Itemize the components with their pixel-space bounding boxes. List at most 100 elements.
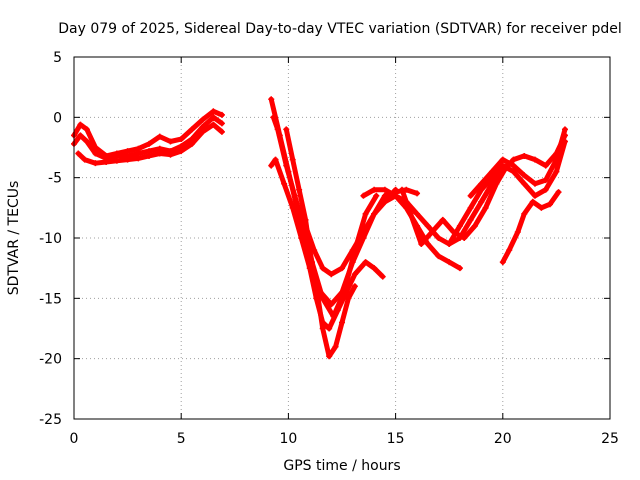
x-tick-label: 25: [601, 431, 619, 447]
x-tick-label: 5: [177, 431, 186, 447]
data-point: [456, 265, 463, 272]
data-point: [362, 210, 369, 217]
data-point: [439, 216, 446, 223]
data-point: [351, 283, 358, 290]
series-arc-d4: [499, 189, 562, 266]
data-point: [531, 156, 538, 163]
data-point: [555, 189, 562, 196]
data-point: [313, 295, 320, 302]
data-point: [300, 235, 307, 241]
data-point: [456, 222, 463, 229]
data-point: [113, 157, 120, 164]
y-tick-label: 5: [53, 50, 62, 66]
data-point: [167, 151, 174, 158]
data-point: [499, 162, 506, 169]
axis-ticks: 0 5 10 15 20 25 5 0 -5 -10 -15 -20 -25: [39, 50, 619, 447]
data-point: [351, 271, 358, 278]
data-point: [362, 259, 369, 266]
data-point: [542, 186, 549, 193]
data-point: [218, 120, 225, 127]
series-group: [71, 96, 568, 360]
data-point: [178, 136, 185, 143]
y-tick-label: -20: [39, 352, 62, 368]
data-point: [446, 241, 453, 248]
data-point: [510, 162, 517, 169]
data-point: [302, 222, 309, 229]
data-point: [210, 108, 217, 115]
data-point: [218, 128, 225, 135]
data-point: [135, 155, 142, 162]
x-tick-label: 10: [279, 431, 297, 447]
data-point: [92, 160, 99, 167]
data-point: [489, 174, 496, 181]
y-tick-label: -15: [39, 291, 62, 307]
data-point: [319, 265, 326, 272]
data-point: [514, 228, 521, 235]
data-point: [510, 168, 517, 175]
series-arc-b5: [302, 186, 421, 278]
data-point: [311, 247, 318, 254]
data-point: [296, 186, 303, 193]
data-point: [467, 204, 474, 211]
data-point: [446, 259, 453, 266]
data-point: [371, 265, 378, 272]
data-point: [276, 132, 283, 139]
data-point: [521, 210, 528, 217]
data-point: [461, 235, 468, 241]
data-point: [424, 241, 431, 248]
series-arc-b3: [283, 126, 358, 360]
data-point: [77, 121, 84, 128]
data-point: [521, 172, 528, 179]
series-arc-b2: [270, 114, 380, 320]
data-point: [531, 180, 538, 187]
data-point: [510, 156, 517, 163]
data-point: [334, 307, 341, 314]
data-point: [381, 198, 388, 205]
data-point: [302, 216, 309, 223]
data-point: [521, 180, 528, 187]
series-arc-a3: [75, 121, 225, 167]
data-point: [319, 325, 326, 332]
data-point: [199, 116, 206, 123]
data-point: [467, 216, 474, 223]
data-point: [467, 192, 474, 199]
data-point: [75, 150, 82, 157]
plot-frame: [73, 56, 611, 420]
y-tick-label: -10: [39, 231, 62, 247]
x-tick-label: 15: [387, 431, 405, 447]
data-point: [418, 241, 425, 248]
data-point: [83, 126, 90, 133]
data-point: [371, 186, 378, 193]
data-point: [435, 253, 442, 260]
data-point: [381, 192, 388, 199]
data-point: [542, 162, 549, 169]
data-point: [281, 180, 288, 187]
data-point: [103, 158, 110, 165]
series-arc-a1: [71, 108, 225, 159]
data-point: [268, 96, 275, 103]
data-point: [167, 138, 174, 145]
data-point: [489, 168, 496, 175]
data-point: [328, 271, 335, 278]
data-point: [561, 126, 568, 133]
data-point: [373, 192, 380, 199]
series-arc-d3: [478, 132, 568, 205]
data-point: [268, 162, 275, 169]
data-point: [272, 156, 279, 163]
data-point: [326, 353, 333, 360]
y-axis-label: SDTVAR / TECUs: [6, 181, 22, 296]
data-point: [345, 295, 352, 302]
data-point: [156, 133, 163, 140]
data-point: [553, 156, 560, 163]
x-tick-label: 0: [70, 431, 79, 447]
data-point: [542, 177, 549, 184]
data-point: [210, 114, 217, 121]
data-point: [218, 111, 225, 118]
data-point: [319, 295, 326, 302]
data-point: [478, 180, 485, 187]
data-point: [199, 128, 206, 135]
data-point: [435, 235, 442, 241]
data-point: [478, 198, 485, 205]
data-point: [188, 140, 195, 147]
data-point: [471, 222, 478, 229]
